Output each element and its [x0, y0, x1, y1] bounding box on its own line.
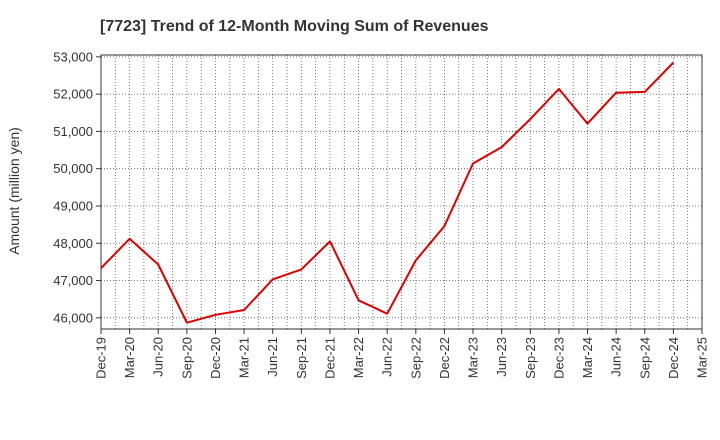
- y-tick-label: 50,000: [53, 161, 93, 176]
- x-tick-label: Jun-24: [609, 337, 624, 377]
- series-layer: [100, 61, 675, 324]
- x-tick-label: Jun-22: [380, 337, 395, 377]
- plot-area-frame: [100, 54, 703, 330]
- y-tick-label: 49,000: [53, 198, 93, 213]
- x-tick-label: Mar-25: [695, 337, 710, 378]
- x-tick-label: Mar-20: [122, 337, 137, 378]
- series-line: [100, 61, 675, 324]
- x-tick-label: Dec-23: [551, 337, 566, 379]
- x-tick-label: Sep-24: [637, 337, 652, 379]
- x-tick-label: Sep-21: [294, 337, 309, 379]
- y-axis-label: Amount (million yen): [6, 127, 22, 255]
- y-tick-label: 48,000: [53, 236, 93, 251]
- y-axis-ticks: 46,000 47,000 48,000 49,000 50,000 51,000 52,0…: [53, 49, 101, 325]
- x-tick-label: Sep-20: [179, 337, 194, 379]
- y-tick-label: 46,000: [53, 310, 93, 325]
- y-tick-label: 53,000: [53, 49, 93, 64]
- x-tick-label: Dec-21: [322, 337, 337, 379]
- grid-lines: [101, 55, 702, 329]
- chart-title: [7723] Trend of 12-Month Moving Sum of R…: [100, 18, 489, 35]
- y-tick-label: 51,000: [53, 124, 93, 139]
- x-tick-label: Mar-24: [580, 337, 595, 378]
- x-tick-label: Sep-22: [408, 337, 423, 379]
- x-tick-label: Dec-20: [208, 337, 223, 379]
- x-tick-label: Jun-21: [265, 337, 280, 377]
- x-tick-label: Jun-23: [494, 337, 509, 377]
- x-tick-label: Mar-21: [237, 337, 252, 378]
- x-tick-label: Dec-19: [94, 337, 109, 379]
- x-tick-label: Jun-20: [151, 337, 166, 377]
- y-tick-label: 47,000: [53, 273, 93, 288]
- x-tick-label: Mar-22: [351, 337, 366, 378]
- x-tick-label: Dec-22: [437, 337, 452, 379]
- y-tick-label: 52,000: [53, 87, 93, 102]
- x-tick-label: Mar-23: [466, 337, 481, 378]
- x-axis-ticks: Dec-19 Mar-20 Jun-20 Sep-20 Dec-20 Mar-21 Jun-…: [94, 329, 710, 379]
- x-tick-label: Dec-24: [666, 337, 681, 379]
- x-tick-label: Sep-23: [523, 337, 538, 379]
